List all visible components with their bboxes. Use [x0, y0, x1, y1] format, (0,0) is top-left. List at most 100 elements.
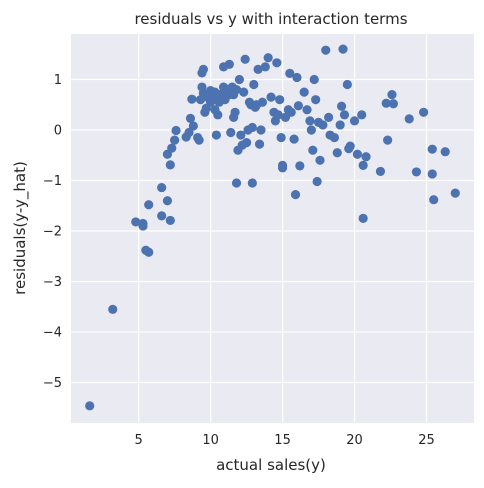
data-point: [329, 132, 339, 143]
data-point: [157, 182, 167, 193]
data-point: [144, 200, 154, 210]
data-point: [263, 53, 273, 63]
data-point: [299, 87, 309, 97]
data-point: [249, 79, 259, 90]
data-point: [256, 125, 266, 135]
data-point: [361, 152, 371, 162]
data-point: [184, 127, 194, 138]
x-tick-label: 10: [202, 433, 219, 448]
y-tick-label: −1: [43, 174, 62, 189]
data-point: [349, 116, 360, 126]
data-point: [239, 87, 249, 97]
data-point: [170, 135, 180, 145]
y-tick-labels: −5 −4 −3 −2 −1 0 1: [43, 73, 62, 391]
data-point: [358, 213, 368, 223]
data-point: [387, 90, 397, 100]
data-point: [292, 72, 302, 83]
data-point: [308, 145, 318, 155]
data-point: [247, 178, 257, 188]
data-point: [293, 101, 304, 111]
data-point: [273, 110, 283, 120]
data-point: [198, 88, 209, 98]
data-point: [241, 138, 252, 148]
data-point: [272, 58, 282, 68]
data-point: [260, 62, 270, 72]
data-points: [85, 44, 460, 411]
data-point: [335, 120, 345, 130]
data-point: [240, 54, 250, 64]
data-point: [286, 107, 296, 117]
y-tick-label: −3: [43, 275, 62, 290]
data-point: [306, 125, 316, 135]
y-tick-label: 0: [54, 123, 62, 138]
data-point: [213, 110, 223, 120]
data-point: [321, 45, 331, 55]
data-point: [312, 176, 322, 187]
data-point: [198, 64, 209, 74]
data-point: [302, 105, 312, 115]
data-point: [231, 178, 242, 188]
y-tick-label: 1: [54, 73, 62, 88]
data-point: [404, 114, 414, 124]
data-point: [336, 101, 347, 111]
x-tick-label: 5: [135, 433, 143, 448]
data-point: [277, 163, 288, 173]
data-point: [138, 221, 148, 231]
data-point: [388, 99, 398, 109]
data-point: [342, 79, 352, 90]
data-point: [185, 113, 196, 123]
y-tick-label: −5: [43, 376, 62, 391]
data-point: [211, 130, 221, 140]
data-point: [165, 160, 175, 170]
data-point: [234, 74, 244, 85]
data-point: [383, 135, 393, 145]
y-tick-label: −2: [43, 225, 62, 240]
data-point: [427, 169, 437, 179]
data-point: [247, 122, 257, 133]
data-point: [224, 59, 234, 69]
data-point: [254, 139, 265, 149]
data-point: [226, 127, 236, 138]
data-point: [108, 304, 118, 314]
data-point: [375, 166, 386, 177]
data-point: [357, 110, 367, 120]
data-point: [162, 196, 173, 206]
data-point: [167, 143, 177, 153]
data-point: [165, 215, 175, 226]
data-point: [309, 74, 319, 85]
data-point: [450, 188, 460, 198]
data-point: [230, 107, 240, 117]
data-point: [290, 190, 301, 200]
data-point: [257, 97, 268, 107]
data-point: [194, 135, 204, 145]
data-point: [85, 401, 95, 411]
x-tick-label: 25: [418, 433, 435, 448]
y-axis-label: residuals(y-y_hat): [11, 161, 30, 295]
data-point: [311, 95, 321, 105]
data-point: [358, 160, 368, 170]
x-tick-labels: 5 10 15 20 25: [135, 433, 435, 448]
data-point: [276, 132, 286, 143]
x-axis-label: actual sales(y): [216, 456, 326, 474]
data-point: [339, 110, 350, 120]
data-point: [157, 211, 167, 221]
data-point: [324, 112, 334, 122]
plot-area: [71, 34, 474, 423]
data-point: [266, 92, 276, 102]
data-point: [171, 125, 181, 136]
data-point: [381, 98, 391, 108]
data-point: [285, 68, 295, 79]
data-point: [231, 84, 242, 95]
y-tick-label: −4: [43, 326, 62, 341]
data-point: [305, 116, 315, 126]
data-point: [188, 121, 198, 131]
data-point: [411, 167, 422, 177]
data-point: [440, 147, 450, 157]
data-point: [295, 161, 305, 171]
x-tick-label: 20: [346, 433, 363, 448]
data-point: [352, 149, 363, 159]
data-point: [275, 95, 285, 105]
chart-title: residuals vs y with interaction terms: [134, 10, 407, 28]
